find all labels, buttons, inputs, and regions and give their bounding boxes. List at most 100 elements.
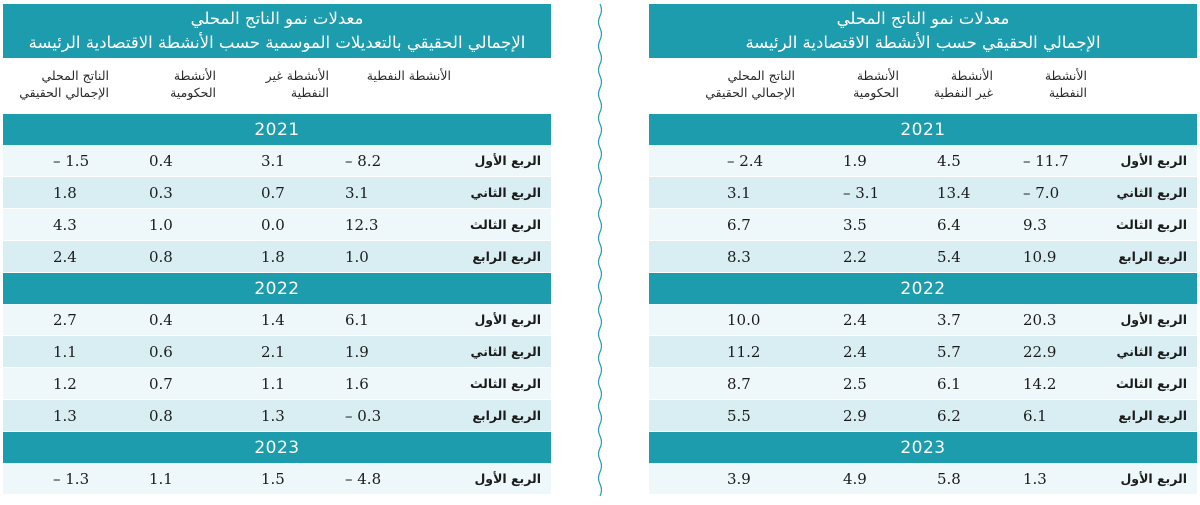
left-header-nonoil-l1: الأنشطة غير [265, 68, 329, 83]
quarter-label: الربع الأول [474, 471, 541, 486]
value-cell-gov: 4.9 [843, 469, 867, 488]
value-cell-gdp: 3.1 [727, 183, 751, 202]
value-cell-gov: 1.1 [149, 469, 173, 488]
year-header: 2023 [649, 432, 1197, 463]
left-header-nonoil: الأنشطة غير النفطية [230, 58, 343, 114]
table-row: الربع الثالث 12.3 0.0 1.0 4.3 [3, 209, 551, 241]
value-cell-nonoil: 1.1 [261, 374, 285, 393]
table-row: الربع الرابع 10.9 5.4 2.2 8.3 [649, 241, 1197, 273]
value-cell-nonoil: 1.5 [261, 469, 285, 488]
quarter-label: الربع الثاني [1116, 185, 1187, 200]
value-cell-gdp: 1.2 [53, 374, 77, 393]
value-cell-oil: 1.3 [1023, 469, 1047, 488]
value-cell-nonoil: 6.4 [937, 215, 961, 234]
value-cell-nonoil: 3.7 [937, 310, 961, 329]
value-cell-gdp: 1.8 [53, 183, 77, 202]
value-cell-gov: 1.9 [843, 151, 867, 170]
right-header-nonoil-l1: الأنشطة [950, 68, 993, 83]
value-cell-gov: 0.6 [149, 342, 173, 361]
left-header-gdp: الناتج المحلي الإجمالي الحقيقي [3, 58, 117, 114]
quarter-label: الربع الثاني [1116, 344, 1187, 359]
divider-wave [597, 3, 603, 497]
right-table-body: 2021 الربع الأول – 11.7 4.5 1.9– 2.4 الربع ال… [649, 114, 1197, 495]
table-row: الربع الثالث 14.2 6.1 2.5 8.7 [649, 368, 1197, 400]
right-header-gov-l2: الحكومية [853, 85, 899, 100]
value-cell-nonoil: 4.5 [937, 151, 961, 170]
value-cell-nonoil: 1.4 [261, 310, 285, 329]
left-title-line2: الإجمالي الحقيقي بالتعديلات الموسمية حسب… [28, 33, 526, 52]
table-row: الربع الأول – 8.2 3.1 0.4 – 1.5 [3, 145, 551, 177]
value-cell-gdp: 10.0 [727, 310, 761, 329]
value-cell-gov: 1.0 [149, 215, 173, 234]
left-header-gov-l2: الحكومية [170, 85, 216, 100]
left-header-gdp-l1: الناتج المحلي [41, 68, 109, 83]
value-cell-gdp: – 1.3 [53, 469, 90, 488]
table-row: الربع الرابع 1.0 1.8 0.8 2.4 [3, 241, 551, 273]
value-cell-gdp: 8.7 [727, 374, 751, 393]
value-cell-gdp: 8.3 [727, 247, 751, 266]
value-cell-nonoil: 5.7 [937, 342, 961, 361]
right-title-line2: الإجمالي الحقيقي حسب الأنشطة الاقتصادية … [745, 33, 1101, 52]
value-cell-oil: 22.9 [1023, 342, 1057, 361]
value-cell-nonoil: 3.1 [261, 151, 285, 170]
left-header-oil: الأنشطة النفطية [343, 58, 461, 114]
value-cell-oil: 14.2 [1023, 374, 1057, 393]
quarter-label: الربع الرابع [1118, 408, 1187, 423]
quarter-label: الربع الرابع [472, 249, 541, 264]
table-row: الربع الأول – 11.7 4.5 1.9 – 2.4 [649, 145, 1197, 177]
left-header-nonoil-l2: النفطية [290, 85, 329, 100]
value-cell-gdp: 4.3 [53, 215, 77, 234]
table-row: الربع الثاني – 7.0 13.4 – 3.1 3.1 [649, 177, 1197, 209]
left-header-gov-l1: الأنشطة [173, 68, 216, 83]
quarter-label: الربع الثاني [470, 344, 541, 359]
dotted-divider [597, 3, 603, 497]
table-row: الربع الرابع – 0.3 1.3 0.8 1.3 [3, 400, 551, 432]
right-header-gov-l1: الأنشطة [856, 68, 899, 83]
table-row: الربع الثاني 1.9 2.1 0.6 1.1 [3, 336, 551, 368]
year-header: 2021 [3, 114, 551, 145]
right-table-panel: معدلات نمو الناتج المحلي الإجمالي الحقيق… [649, 4, 1197, 498]
quarter-label: الربع الثالث [1115, 376, 1187, 391]
value-cell-gov: 0.7 [149, 374, 173, 393]
value-cell-gov: 0.8 [149, 247, 173, 266]
value-cell-gov: 2.4 [843, 310, 867, 329]
value-cell-gov: 2.9 [843, 406, 867, 425]
value-cell-oil: 1.0 [345, 247, 369, 266]
table-row: الربع الثالث 9.3 6.4 3.5 6.7 [649, 209, 1197, 241]
left-table-body: 2021 الربع الأول – 8.2 3.1 0.4 – 1.5 الربع الث… [3, 114, 551, 495]
table-row: الربع الأول 1.3 5.8 4.9 3.9 [649, 463, 1197, 495]
quarter-label: الربع الأول [1120, 153, 1187, 168]
quarter-label: الربع الأول [474, 312, 541, 327]
value-cell-gdp: 2.7 [53, 310, 77, 329]
value-cell-gov: 2.5 [843, 374, 867, 393]
year-header: 2022 [3, 273, 551, 304]
quarter-label: الربع الثالث [1115, 217, 1187, 232]
value-cell-oil: 12.3 [345, 215, 379, 234]
quarter-label: الربع الأول [1120, 312, 1187, 327]
quarter-label: الربع الثالث [469, 217, 541, 232]
value-cell-nonoil: 6.1 [937, 374, 961, 393]
table-row: الربع الأول 6.1 1.4 0.4 2.7 [3, 304, 551, 336]
left-table-panel: معدلات نمو الناتج المحلي الإجمالي الحقيق… [3, 4, 551, 498]
value-cell-nonoil: 5.8 [937, 469, 961, 488]
value-cell-oil: 3.1 [345, 183, 369, 202]
right-header-gdp-l2: الإجمالي الحقيقي [705, 85, 795, 100]
value-cell-gdp: 11.2 [727, 342, 761, 361]
left-table-title: معدلات نمو الناتج المحلي الإجمالي الحقيق… [3, 4, 551, 58]
left-header-gov: الأنشطة الحكومية [117, 58, 230, 114]
year-header: 2023 [3, 432, 551, 463]
quarter-label: الربع الثالث [469, 376, 541, 391]
value-cell-gdp: – 1.5 [53, 151, 90, 170]
table-row: الربع الثاني 3.1 0.7 0.3 1.8 [3, 177, 551, 209]
value-cell-gov: 0.4 [149, 151, 173, 170]
value-cell-oil: – 4.8 [345, 469, 382, 488]
value-cell-oil: – 7.0 [1023, 183, 1060, 202]
value-cell-nonoil: 1.3 [261, 406, 285, 425]
year-header: 2021 [649, 114, 1197, 145]
right-header-nonoil: الأنشطة غير النفطية [911, 58, 1007, 114]
table-row: الربع الأول 20.3 3.7 2.4 10.0 [649, 304, 1197, 336]
right-header-oil-l2: النفطية [1048, 85, 1087, 100]
quarter-label: الربع الأول [474, 153, 541, 168]
quarter-label: الربع الأول [1120, 471, 1187, 486]
value-cell-gov: 0.4 [149, 310, 173, 329]
